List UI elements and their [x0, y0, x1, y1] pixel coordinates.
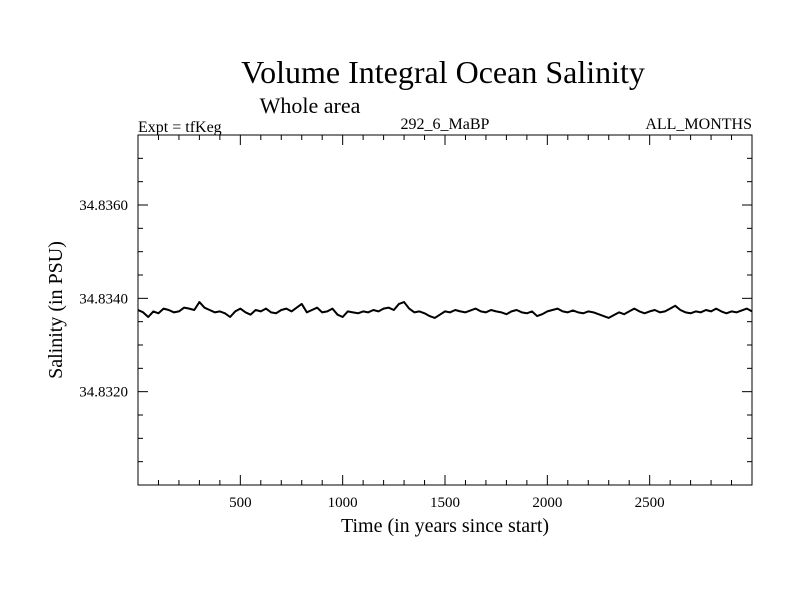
chart-title: Volume Integral Ocean Salinity: [241, 54, 645, 90]
x-tick-label: 500: [229, 495, 252, 511]
minor-ticks: [138, 135, 752, 485]
y-tick-label: 34.8360: [79, 198, 128, 214]
x-tick-label: 1000: [328, 495, 358, 511]
y-tick-label: 34.8340: [79, 291, 128, 307]
y-tick-label: 34.8320: [79, 385, 128, 401]
period-label: 292_6_MaBP: [401, 116, 490, 133]
x-tick-label: 1500: [430, 495, 460, 511]
x-tick-label: 2500: [635, 495, 665, 511]
major-ticks: [138, 135, 752, 485]
x-tick-label: 2000: [532, 495, 562, 511]
plot-frame: [137, 134, 753, 486]
salinity-series-line: [137, 301, 753, 319]
experiment-label: Expt = tfKeg: [138, 119, 222, 136]
x-axis-label: Time (in years since start): [341, 515, 549, 537]
series-group: [137, 301, 753, 319]
chart-subtitle: Whole area: [260, 93, 361, 118]
y-axis-label: Salinity (in PSU): [45, 241, 67, 379]
y-tick-labels: 34.8320 34.8340 34.8360: [79, 198, 128, 401]
months-label: ALL_MONTHS: [645, 116, 752, 133]
x-tick-labels: 500 1000 1500 2000 2500: [229, 495, 665, 511]
